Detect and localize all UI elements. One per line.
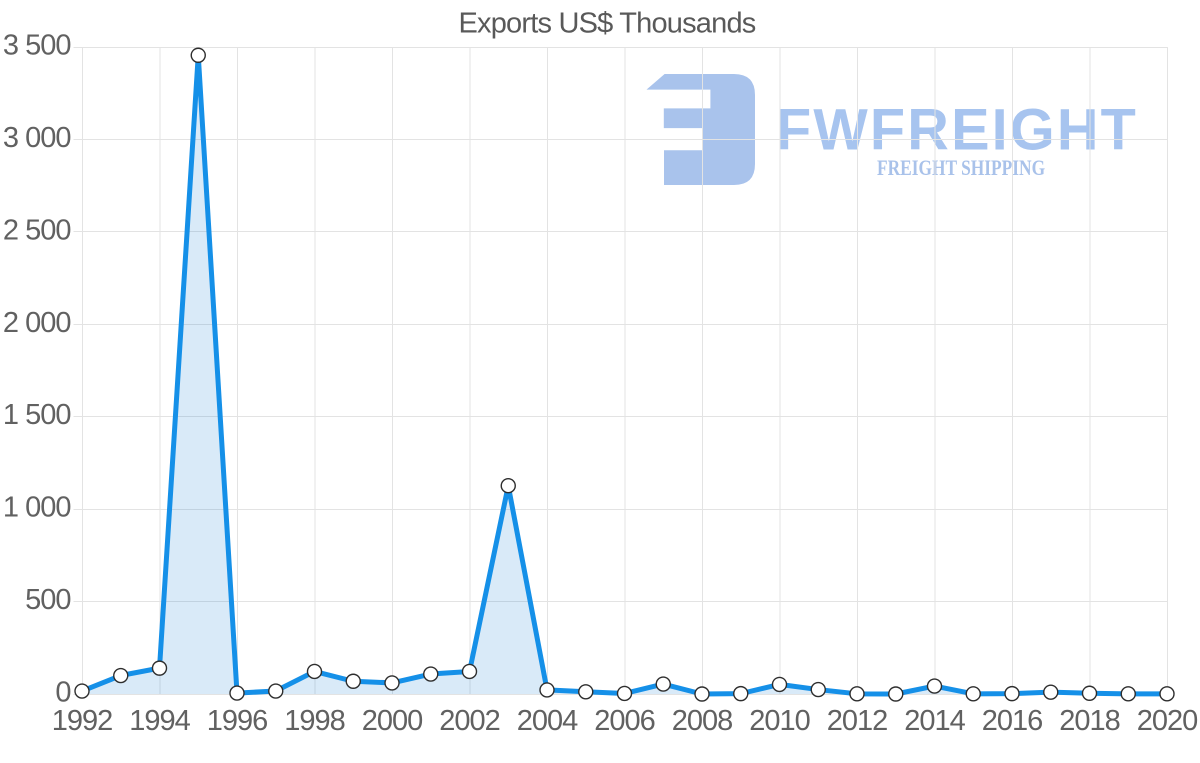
- svg-text:1 000: 1 000: [3, 492, 71, 524]
- svg-text:1998: 1998: [284, 705, 345, 737]
- svg-text:Exports US$ Thousands: Exports US$ Thousands: [458, 8, 755, 40]
- svg-text:3 000: 3 000: [3, 122, 71, 154]
- svg-text:FREIGHT SHIPPING: FREIGHT SHIPPING: [877, 156, 1045, 180]
- svg-text:2014: 2014: [904, 705, 965, 737]
- svg-text:1992: 1992: [52, 705, 113, 737]
- svg-text:2020: 2020: [1137, 705, 1198, 737]
- svg-text:2018: 2018: [1059, 705, 1120, 737]
- svg-text:1996: 1996: [207, 705, 268, 737]
- svg-text:2016: 2016: [982, 705, 1043, 737]
- svg-text:1 500: 1 500: [3, 399, 71, 431]
- svg-text:2 000: 2 000: [3, 307, 71, 339]
- svg-text:1994: 1994: [129, 705, 190, 737]
- svg-text:2002: 2002: [439, 705, 500, 737]
- svg-text:500: 500: [25, 584, 70, 616]
- svg-text:2008: 2008: [672, 705, 733, 737]
- svg-text:0: 0: [55, 676, 70, 708]
- svg-text:2000: 2000: [362, 705, 423, 737]
- svg-text:2012: 2012: [827, 705, 888, 737]
- svg-text:2010: 2010: [749, 705, 810, 737]
- svg-text:2004: 2004: [517, 705, 578, 737]
- svg-text:3 500: 3 500: [3, 30, 71, 62]
- svg-text:FWFREIGHT: FWFREIGHT: [776, 98, 1138, 163]
- svg-text:2006: 2006: [594, 705, 655, 737]
- svg-text:2 500: 2 500: [3, 214, 71, 246]
